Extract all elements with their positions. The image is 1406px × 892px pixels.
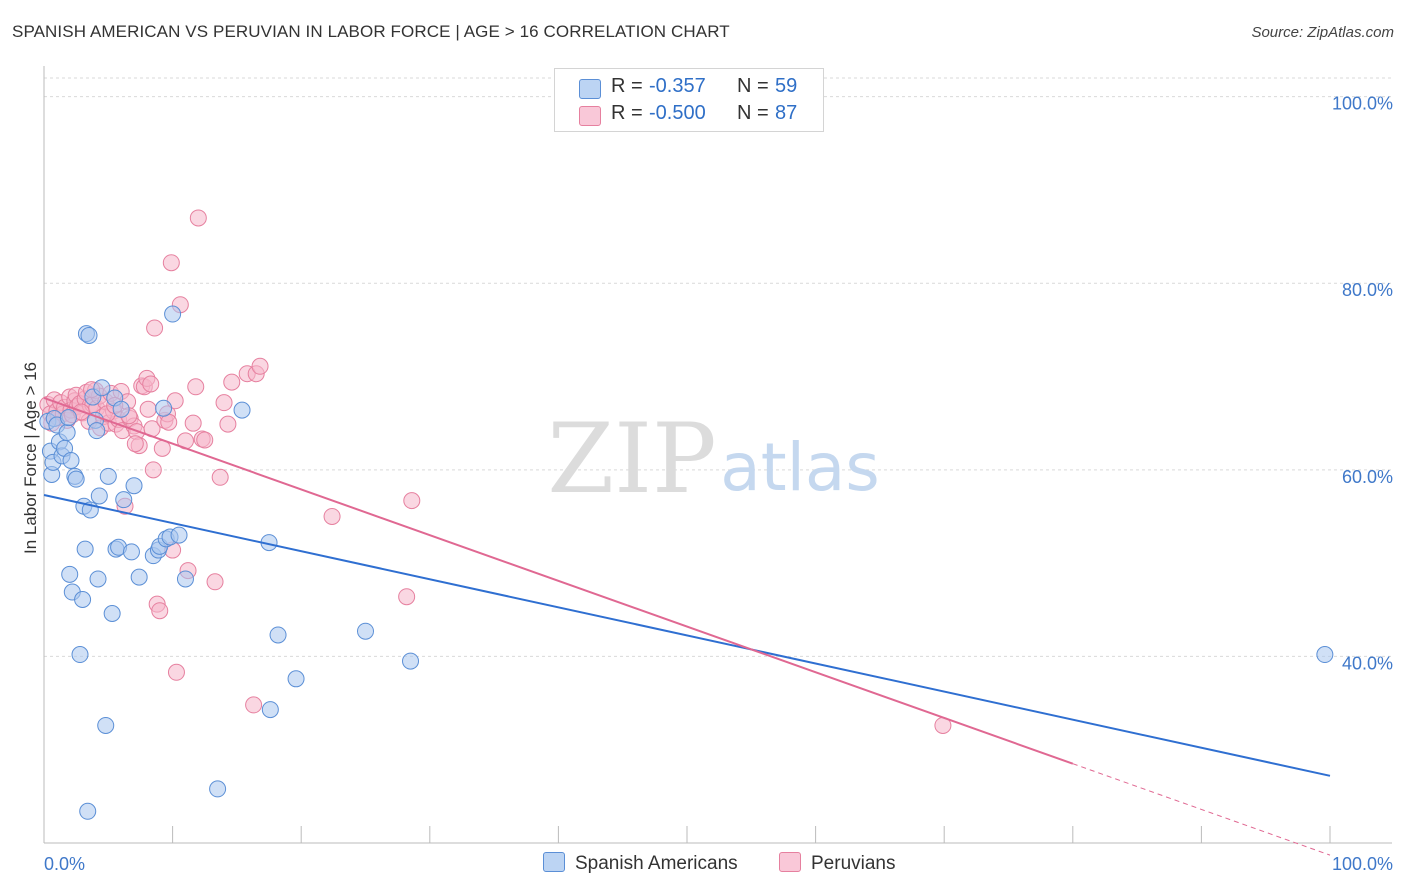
point-spanish-americans	[67, 470, 85, 488]
trendline-peruvians-extension	[1072, 763, 1331, 856]
watermark: ZIP atlas	[547, 403, 879, 515]
point-spanish-americans	[233, 401, 251, 419]
n-value-peruvians: 87	[775, 102, 798, 124]
point-peruvians	[211, 468, 229, 486]
trend-layer	[43, 397, 1331, 856]
source-credit: Source: ZipAtlas.com	[1251, 24, 1394, 41]
r-value-spanish-americans: -0.357	[649, 75, 706, 97]
point-peruvians	[219, 415, 237, 433]
r-label: R =	[611, 102, 643, 124]
legend-item-peruvians[interactable]: Peruvians	[779, 852, 896, 875]
y-tick-label: 80.0%	[1342, 280, 1393, 300]
stats-legend: R = -0.357 N = 59 R = -0.500 N = 87	[554, 68, 824, 132]
label-layer: 40.0% 60.0% 80.0% 100.0% 0.0% 100.0% In Labor …	[21, 94, 1393, 874]
point-peruvians	[196, 431, 214, 449]
point-spanish-americans	[176, 570, 194, 588]
point-peruvians	[151, 602, 169, 620]
chart-title: SPANISH AMERICAN VS PERUVIAN IN LABOR FO…	[12, 22, 730, 41]
y-tick-label: 40.0%	[1342, 653, 1393, 673]
point-peruvians	[251, 357, 269, 375]
point-spanish-americans	[115, 491, 133, 509]
point-peruvians	[206, 573, 224, 591]
point-peruvians	[184, 414, 202, 432]
point-spanish-americans	[58, 424, 76, 442]
legend-label-peruvians: Peruvians	[811, 853, 896, 874]
point-peruvians	[126, 435, 144, 453]
point-peruvians	[167, 663, 185, 681]
point-spanish-americans	[99, 467, 117, 485]
r-value-peruvians: -0.500	[649, 102, 706, 124]
pink-swatch	[779, 852, 801, 872]
point-spanish-americans	[88, 422, 106, 440]
n-label: N =	[737, 75, 769, 97]
point-peruvians	[162, 254, 180, 272]
point-spanish-americans	[209, 780, 227, 798]
point-spanish-americans	[74, 591, 92, 609]
x-tick-label: 0.0%	[44, 854, 85, 874]
point-spanish-americans	[130, 568, 148, 586]
blue-swatch	[543, 852, 565, 872]
point-spanish-americans	[90, 487, 108, 505]
point-peruvians	[189, 209, 207, 227]
n-label: N =	[737, 102, 769, 124]
point-spanish-americans	[76, 540, 94, 558]
y-axis-title: In Labor Force | Age > 16	[21, 362, 40, 554]
point-peruvians	[323, 507, 341, 525]
point-peruvians	[139, 400, 157, 418]
point-spanish-americans	[269, 626, 287, 644]
point-spanish-americans	[125, 477, 143, 495]
point-spanish-americans	[93, 379, 111, 397]
watermark-zip: ZIP	[547, 403, 716, 515]
point-spanish-americans	[402, 652, 420, 670]
axis-layer	[43, 66, 1392, 844]
watermark-atlas: atlas	[720, 429, 880, 506]
x-tick-label: 100.0%	[1332, 854, 1393, 874]
point-spanish-americans	[357, 622, 374, 640]
point-peruvians	[215, 394, 233, 412]
n-value-spanish-americans: 59	[775, 75, 798, 97]
y-tick-label: 100.0%	[1332, 94, 1393, 114]
point-spanish-americans	[164, 305, 182, 323]
point-spanish-americans	[170, 526, 188, 544]
r-label: R =	[611, 75, 643, 97]
trendline-spanish-americans	[43, 494, 1331, 777]
point-spanish-americans	[79, 802, 97, 820]
point-peruvians	[223, 373, 241, 391]
point-peruvians	[187, 378, 205, 396]
point-spanish-americans	[287, 670, 305, 688]
point-peruvians	[398, 588, 416, 606]
point-peruvians	[245, 696, 263, 714]
point-spanish-americans	[122, 543, 140, 561]
point-peruvians	[403, 492, 421, 510]
y-tick-label: 60.0%	[1342, 467, 1393, 487]
points-layer	[39, 209, 1334, 820]
point-spanish-americans	[71, 646, 89, 664]
point-spanish-americans	[97, 716, 115, 734]
point-peruvians	[142, 375, 160, 393]
point-spanish-americans	[261, 701, 279, 719]
point-spanish-americans	[80, 326, 98, 344]
point-spanish-americans	[61, 565, 79, 583]
point-peruvians	[144, 461, 162, 479]
point-peruvians	[146, 319, 164, 337]
point-spanish-americans	[89, 570, 107, 588]
point-spanish-americans	[112, 400, 130, 418]
point-spanish-americans	[62, 452, 80, 469]
pink-swatch	[579, 106, 601, 126]
blue-swatch	[579, 79, 601, 99]
trendline-peruvians	[43, 397, 1074, 765]
point-spanish-americans	[103, 605, 121, 622]
point-spanish-americans	[59, 409, 77, 427]
point-spanish-americans	[1316, 646, 1334, 664]
legend-item-spanish-americans[interactable]: Spanish Americans	[543, 852, 738, 875]
legend-label-spanish-americans: Spanish Americans	[575, 853, 738, 874]
point-spanish-americans	[155, 399, 173, 417]
